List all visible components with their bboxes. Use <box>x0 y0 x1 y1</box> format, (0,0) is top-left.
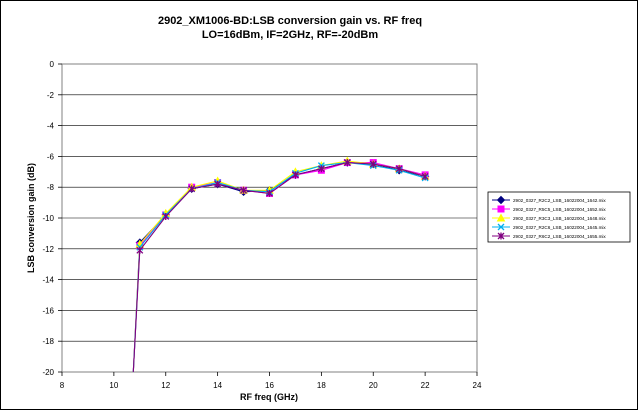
series-5-point <box>291 171 299 179</box>
legend-label: 2902_0327_R5C5_LSB_16022004_1652.mix <box>513 207 606 212</box>
legend-swatch-marker <box>497 223 505 231</box>
legend-label: 2902_0327_R2C2_LSB_16022004_1642.mix <box>513 198 606 203</box>
series-5-point <box>240 186 248 194</box>
y-tick-label: -4 <box>47 122 55 131</box>
x-tick-label: 18 <box>317 381 326 390</box>
y-tick-label: 0 <box>50 60 55 69</box>
y-tick-label: -16 <box>42 306 54 315</box>
legend-label: 2902_0327_R3C3_LSB_16022004_1648.mix <box>513 216 606 221</box>
series-5-point <box>421 172 429 180</box>
series-5-point <box>136 246 144 254</box>
x-tick-label: 16 <box>265 381 274 390</box>
x-tick-label: 24 <box>473 381 482 390</box>
series-layer <box>132 156 430 373</box>
series-5-point <box>162 212 170 220</box>
y-tick-label: -6 <box>47 152 55 161</box>
series-5-point <box>395 165 403 173</box>
legend-box <box>487 191 631 243</box>
series-5-point <box>369 160 377 168</box>
y-tick-label: -20 <box>42 368 54 377</box>
series-5-point <box>214 180 222 188</box>
y-tick-label: -2 <box>47 91 55 100</box>
legend-label: 2902_0327_R2C6_LSB_16022004_1645.mix <box>513 225 606 230</box>
x-tick-label: 22 <box>421 381 430 390</box>
legend-swatch-marker <box>497 205 505 213</box>
series-5-point <box>266 189 273 197</box>
x-tick-label: 12 <box>161 381 170 390</box>
chart-title-line1: 2902_XM1006-BD:LSB conversion gain vs. R… <box>158 15 422 27</box>
series-5-point <box>343 159 351 167</box>
chart-title-line2: LO=16dBm, IF=2GHz, RF=-20dBm <box>202 29 379 41</box>
y-tick-label: -14 <box>42 276 54 285</box>
x-tick-label: 14 <box>213 381 222 390</box>
x-axis-label: RF freq (GHz) <box>240 392 298 402</box>
legend-label: 2902_0327_R6C2_LSB_16022004_1655.mix <box>513 234 606 239</box>
y-tick-label: -8 <box>47 183 55 192</box>
y-tick-label: -10 <box>42 214 54 223</box>
legend: 2902_0327_R2C2_LSB_16022004_1642.mix 2902… <box>487 191 631 243</box>
legend-swatch-marker <box>496 195 506 205</box>
y-tick-label: -18 <box>42 337 54 346</box>
tick-layer: 0 -2 -4 -6 -8 -10 -12 -14 -16 -18 -20 8 10 12 14 16 18 20… <box>42 60 482 390</box>
y-axis-label: LSB conversion gain (dB) <box>26 163 36 273</box>
x-tick-label: 20 <box>369 381 378 390</box>
series-5-point <box>317 165 325 173</box>
series-5-point <box>188 185 196 193</box>
x-tick-label: 10 <box>109 381 118 390</box>
y-tick-label: -12 <box>42 245 54 254</box>
x-tick-label: 8 <box>60 381 65 390</box>
grid-layer <box>62 94 477 342</box>
legend-swatch-marker <box>496 213 506 222</box>
legend-swatch-marker <box>497 232 505 240</box>
